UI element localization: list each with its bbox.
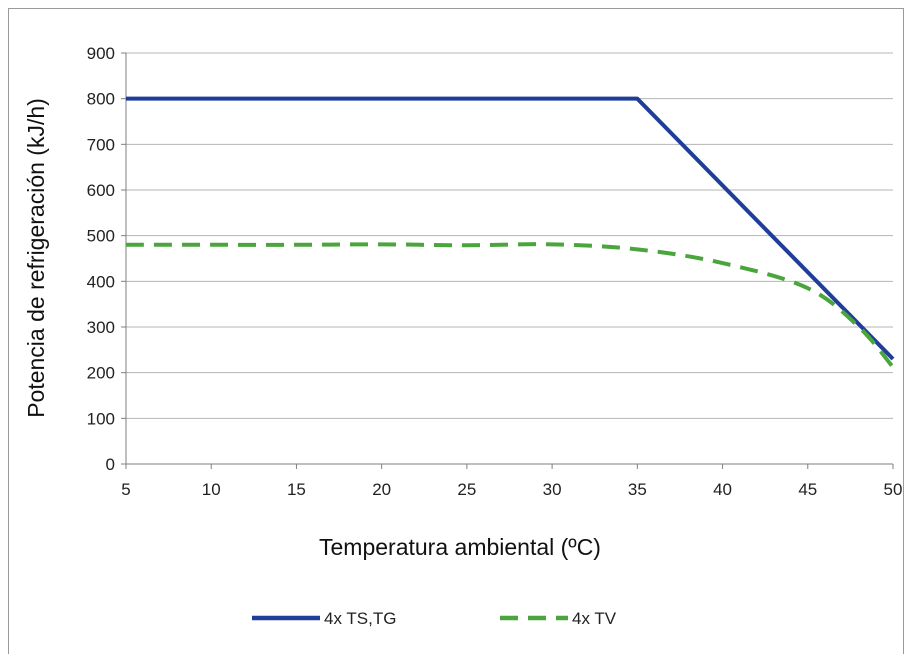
x-tick-label: 25 [457,480,476,499]
x-tick-label: 15 [287,480,306,499]
legend-label-4x-tv: 4x TV [572,609,617,628]
x-tick-label: 5 [121,480,130,499]
y-tick-labels: 0 100 200 300 400 500 600 700 800 900 [87,44,126,474]
y-tick-label: 0 [106,455,115,474]
y-tick-label: 300 [87,318,115,337]
legend-label-4x-ts-tg: 4x TS,TG [324,609,396,628]
x-tick-label: 40 [713,480,732,499]
y-tick-label: 400 [87,272,115,291]
x-tick-label: 45 [798,480,817,499]
x-tick-label: 10 [202,480,221,499]
x-tick-labels: 5 10 15 20 25 30 35 40 45 50 [121,464,902,499]
y-tick-label: 900 [87,44,115,63]
x-tick-label: 20 [372,480,391,499]
chart-frame [8,8,904,654]
y-tick-label: 600 [87,181,115,200]
y-tick-label: 100 [87,409,115,428]
grid-lines [126,52,893,419]
x-axis-title: Temperatura ambiental (ºC) [319,534,601,560]
x-tick-label: 35 [628,480,647,499]
x-tick-label: 30 [543,480,562,499]
x-tick-label: 50 [884,480,903,499]
y-tick-label: 200 [87,364,115,383]
y-tick-label: 500 [87,227,115,246]
series-line-4x-ts-tg [126,96,895,361]
series-lines [126,96,895,369]
y-tick-label: 700 [87,135,115,154]
y-tick-label: 800 [87,90,115,109]
series-line-4x-tv [126,242,895,369]
y-axis-title: Potencia de refrigeración (kJ/h) [23,98,49,418]
legend: 4x TS,TG 4x TV [252,609,617,628]
